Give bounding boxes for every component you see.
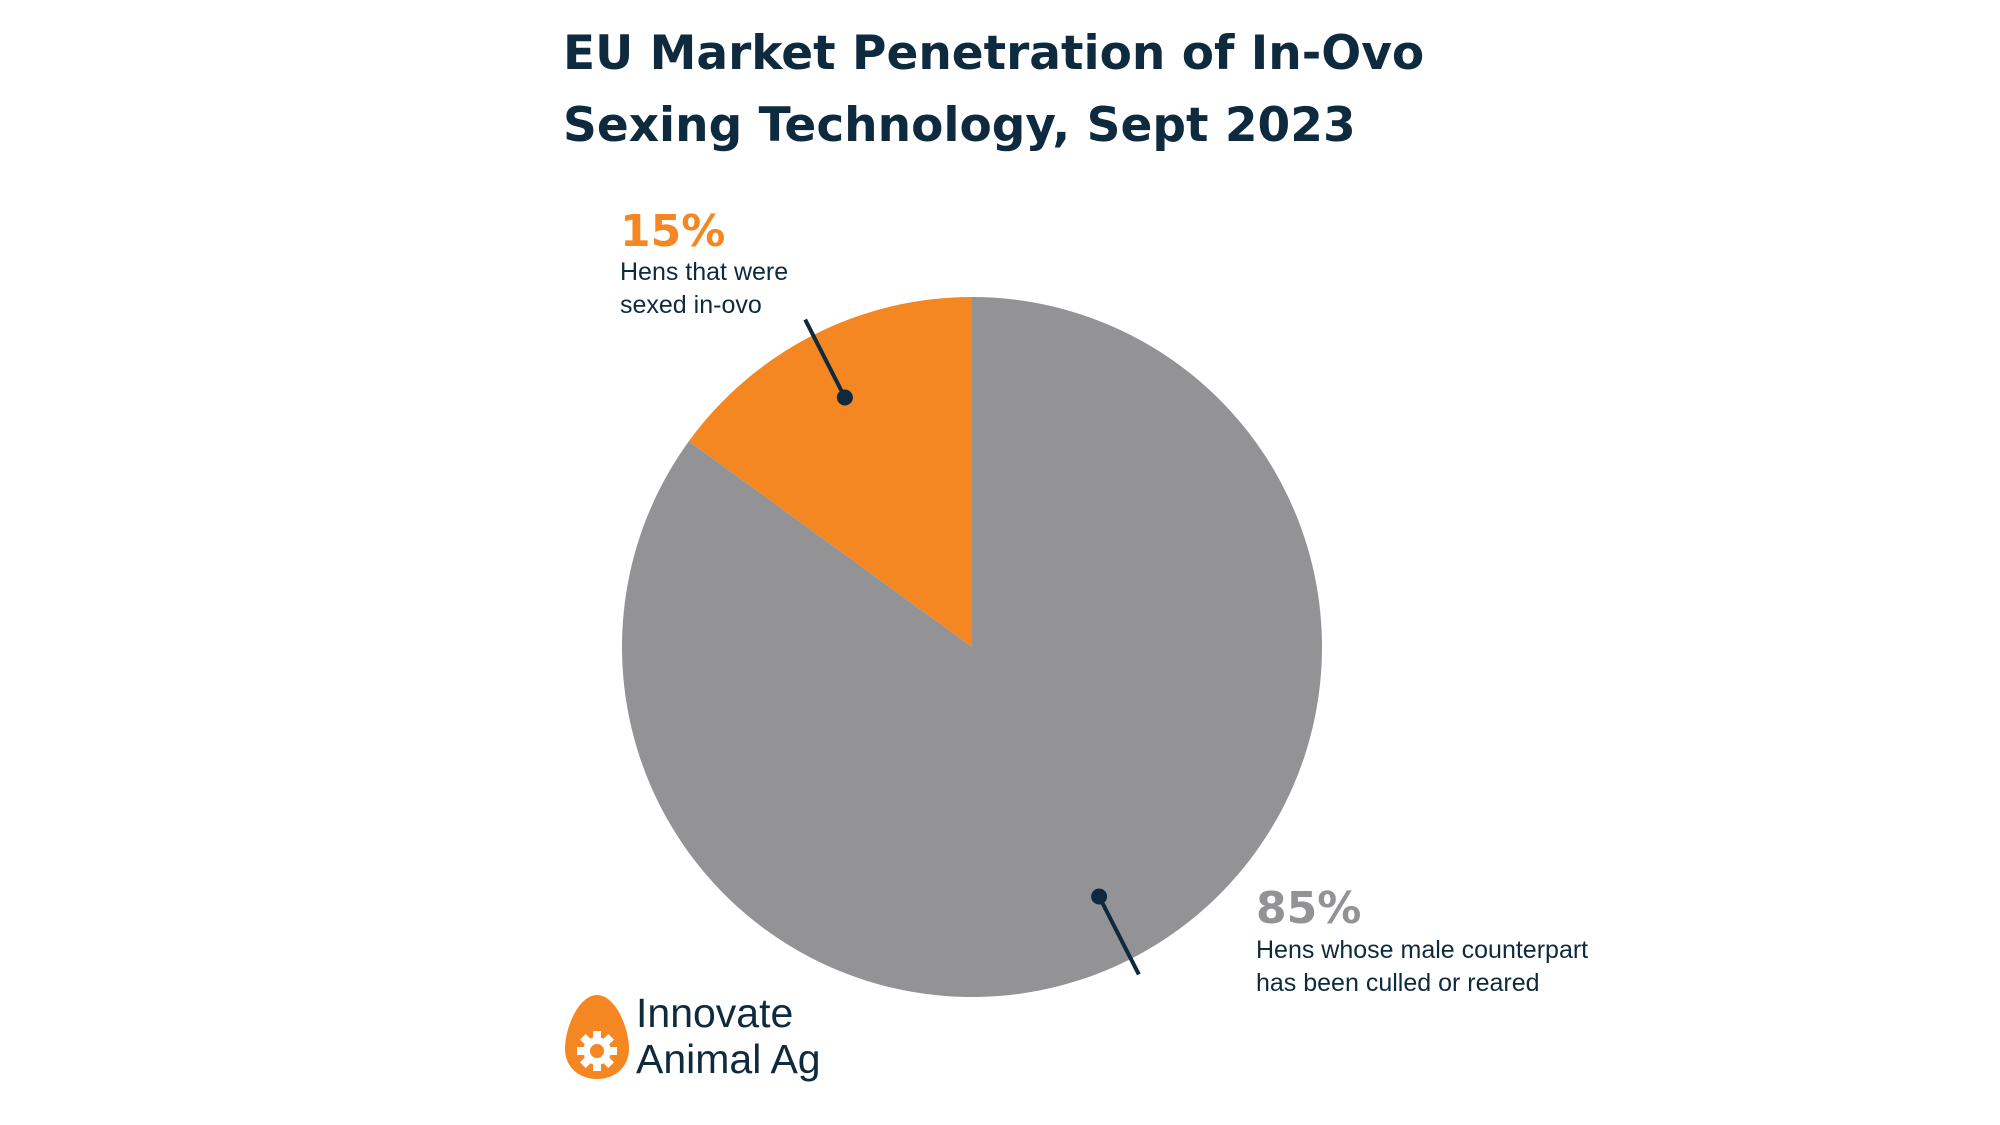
chart-title: EU Market Penetration of In-Ovo Sexing T…: [563, 18, 1563, 162]
large-slice-desc-line-2: has been culled or reared: [1256, 969, 1540, 997]
brand-logo: Innovate Animal Ag: [563, 990, 883, 1090]
label-large-slice: 85% Hens whose male counterpart has been…: [1256, 883, 1588, 997]
leader-dot: [1091, 888, 1108, 905]
large-slice-percent: 85%: [1256, 883, 1361, 934]
brand-name: Innovate Animal Ag: [636, 990, 821, 1082]
chart-title-line-1: EU Market Penetration of In-Ovo: [563, 26, 1425, 81]
leader-lines: [803, 318, 1141, 976]
leader-dot: [836, 389, 853, 406]
chart-title-line-2: Sexing Technology, Sept 2023: [563, 98, 1356, 153]
slice-culled-or-reared: [622, 297, 1322, 997]
small-slice-desc-line-1: Hens that were: [620, 258, 788, 286]
leader-line: [803, 318, 847, 399]
brand-name-line-2: Animal Ag: [636, 1036, 821, 1082]
egg-gear-icon: [565, 995, 629, 1079]
small-slice-desc-line-2: sexed in-ovo: [620, 291, 762, 319]
small-slice-percent: 15%: [620, 206, 725, 257]
label-small-slice: 15% Hens that were sexed in-ovo: [620, 206, 788, 319]
leader-line: [1097, 895, 1141, 976]
brand-name-line-1: Innovate: [636, 990, 794, 1036]
slice-sexed-in-ovo: [688, 297, 972, 647]
large-slice-desc-line-1: Hens whose male counterpart: [1256, 936, 1588, 964]
pie-slices: [622, 297, 1322, 997]
